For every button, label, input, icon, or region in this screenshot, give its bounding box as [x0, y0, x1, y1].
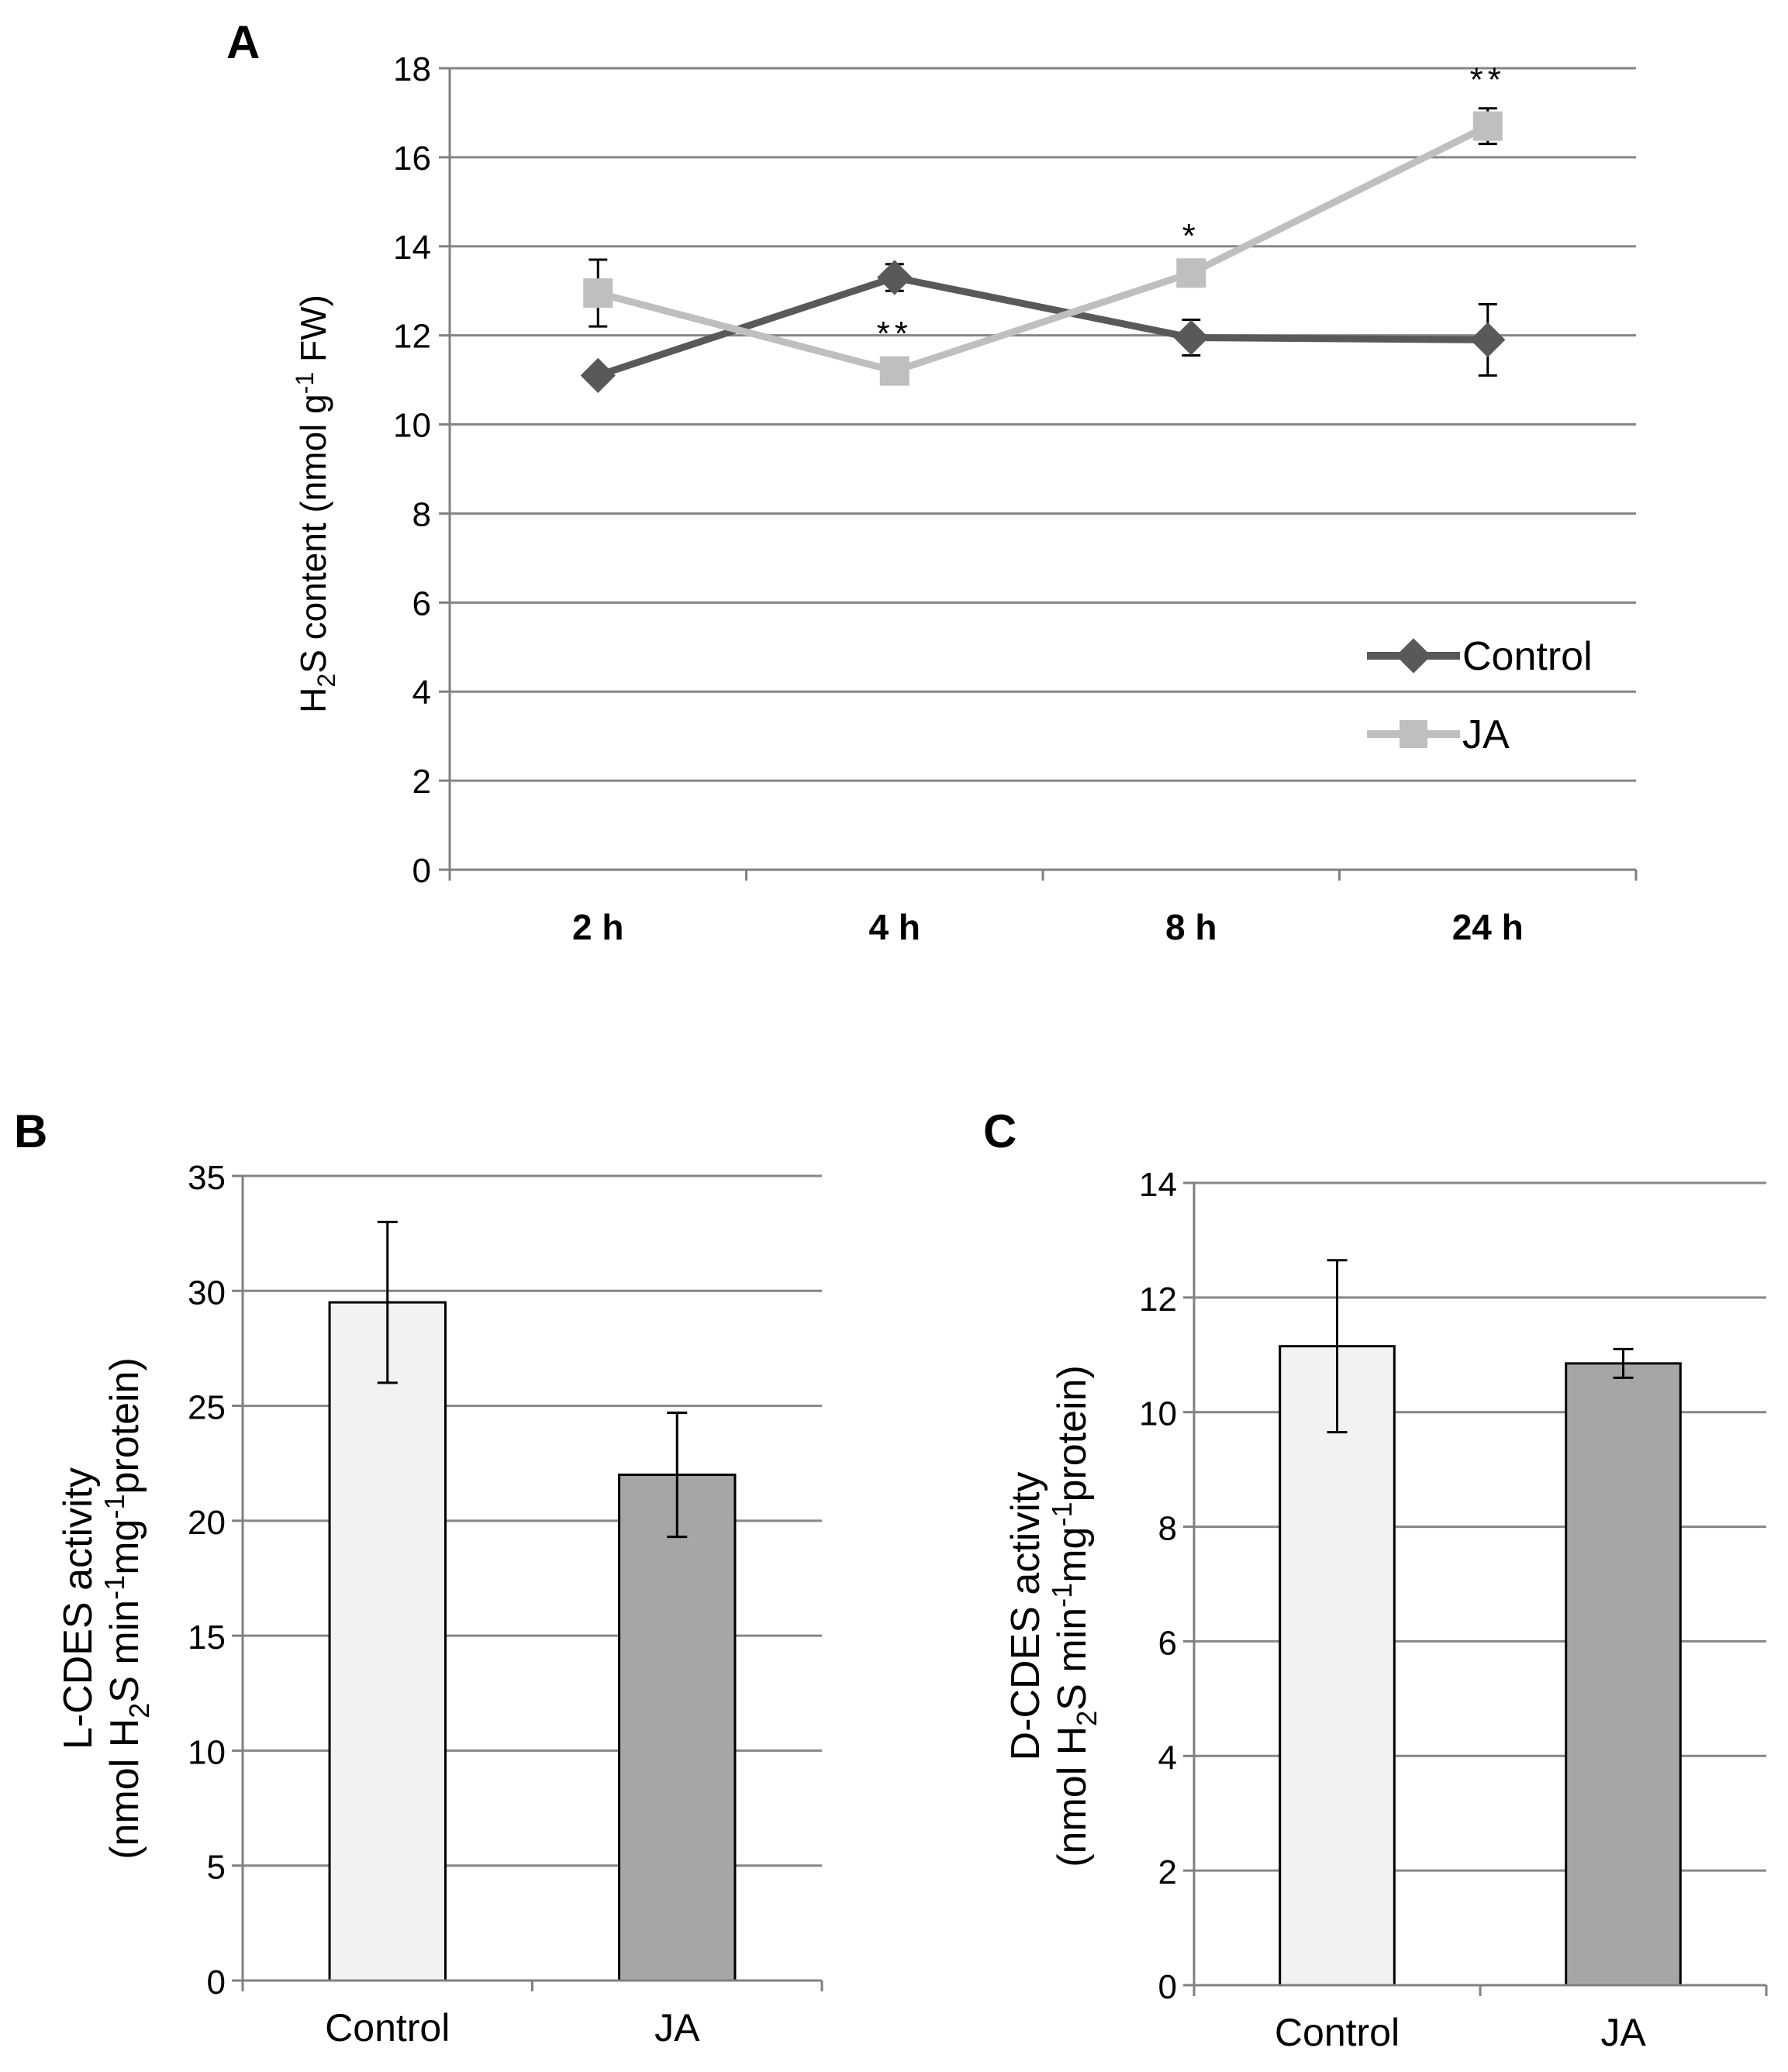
panel-a-series	[580, 107, 1506, 393]
panel-c-y-tick-label: 8	[1158, 1510, 1177, 1548]
significance-mark: **	[1470, 61, 1506, 99]
panel-a-y-tick-label: 4	[412, 674, 431, 712]
significance-mark: *	[1182, 217, 1200, 255]
panel-c-y-tick-label: 10	[1139, 1395, 1177, 1433]
panel-a-y-tick-label: 12	[393, 318, 431, 356]
panel-b-y-tick-label: 35	[188, 1159, 226, 1197]
panel-c-y-tick-label: 14	[1139, 1166, 1177, 1204]
panel-a-y-tick-label: 14	[393, 229, 431, 267]
panel-b-y-tick-label: 5	[207, 1849, 226, 1887]
legend-control-label: Control	[1462, 634, 1593, 679]
series-control-point	[877, 260, 913, 295]
panel-c-y-tick-labels: 0 2 4 6 8 10 12 14	[1139, 1166, 1177, 2006]
legend-ja-label: JA	[1462, 712, 1510, 757]
panel-a-significance-marks: *****	[877, 61, 1506, 353]
series-control-line	[596, 274, 1488, 379]
legend-control-diamond	[1396, 638, 1431, 674]
panel-c-y-tick-label: 2	[1158, 1853, 1177, 1891]
panel-b-y-tick-label: 0	[207, 1963, 226, 2001]
series-ja-point	[1472, 111, 1503, 141]
panel-a-x-tick-label: 4 h	[869, 907, 920, 947]
panel-b-y-axis-label-line2: (nmol H2S min-1mg-1protein)	[98, 1357, 155, 1860]
panel-b-bar-chart: B 0 5 10 15 20 25 30 35 Control JA L-CDES activi…	[14, 1105, 823, 2050]
series-ja-point	[1176, 258, 1206, 288]
panel-c-y-axis-label-line1: D-CDES activity	[1003, 1472, 1048, 1761]
panel-c-y-tick-label: 12	[1139, 1281, 1177, 1319]
panel-b-bars	[328, 1220, 737, 1982]
panel-c-x-tick-label: JA	[1600, 2011, 1646, 2054]
panel-c-x-axis: Control JA	[1193, 1183, 1768, 2054]
panel-b-y-tick-label: 25	[188, 1389, 226, 1427]
panel-c-error-bar-control	[1327, 1259, 1348, 1434]
panel-c-label: C	[983, 1105, 1017, 1157]
series-ja-point	[879, 356, 910, 386]
panel-b-label: B	[14, 1105, 47, 1157]
panel-b-y-tick-label: 10	[188, 1733, 226, 1771]
panel-a-x-tick-label: 8 h	[1165, 907, 1217, 947]
panel-c-y-axis-label-line2: (nmol H2S min-1mg-1protein)	[1046, 1365, 1103, 1867]
panel-c-y-tick-label: 0	[1158, 1968, 1177, 2006]
panel-a-y-tick-label: 18	[393, 50, 431, 88]
panel-b-x-axis: Control JA	[241, 1176, 823, 2050]
panel-b-y-tick-label: 20	[188, 1504, 226, 1542]
legend-ja-square	[1400, 720, 1427, 748]
panel-a-x-tick-label: 2 h	[572, 907, 623, 947]
panel-c-bar-ja	[1565, 1362, 1682, 1987]
panel-b-error-bar-control	[377, 1220, 398, 1384]
panel-a-y-tick-label: 6	[412, 584, 431, 622]
panel-c-bar-control	[1279, 1345, 1396, 1987]
panel-b-y-tick-labels: 0 5 10 15 20 25 30 35	[188, 1159, 226, 2001]
panel-b-y-axis-label-line1: L-CDES activity	[56, 1467, 101, 1750]
panel-b-x-tick-label: JA	[654, 2006, 700, 2050]
panel-c-error-bar-ja	[1613, 1347, 1634, 1379]
panel-c-bars	[1279, 1259, 1682, 1987]
panel-b-error-bar-ja	[667, 1411, 688, 1539]
series-ja-line	[597, 122, 1489, 375]
panel-c-y-tick-label: 4	[1158, 1739, 1177, 1777]
panel-a-gridlines	[439, 67, 1636, 871]
series-control-point	[580, 357, 616, 393]
panel-b-bar-ja	[618, 1474, 737, 1982]
series-control-point	[1470, 322, 1506, 358]
significance-mark: **	[877, 315, 913, 353]
panel-a-y-tick-label: 2	[412, 763, 431, 801]
panel-b-bar-control	[328, 1301, 447, 1982]
panel-a-legend: Control JA	[1367, 634, 1593, 757]
panel-a-line-chart: A 0 2 4 6 8 10 12 14 16 18 2 h 4 h 8 h 24 h H2S cont…	[226, 16, 1638, 947]
panel-c-y-tick-label: 6	[1158, 1624, 1177, 1662]
panel-a-y-tick-label: 16	[393, 140, 431, 178]
panel-a-x-tick-label: 24 h	[1452, 907, 1524, 947]
series-control-point	[1173, 319, 1209, 356]
panel-a-y-tick-label: 10	[393, 407, 431, 445]
panel-a-x-axis: 2 h 4 h 8 h 24 h	[448, 68, 1638, 947]
panel-b-y-tick-label: 30	[188, 1274, 226, 1312]
panel-a-y-axis-label: H2S content (nmol g-1 FW)	[291, 295, 340, 713]
panel-a-label: A	[226, 16, 260, 68]
panel-c-x-tick-label: Control	[1275, 2011, 1400, 2054]
panel-b-y-tick-label: 15	[188, 1619, 226, 1657]
panel-b-x-tick-label: Control	[325, 2006, 450, 2050]
series-ja-point	[583, 278, 613, 309]
panel-a-y-tick-label: 8	[412, 495, 431, 533]
panel-a-y-tick-labels: 0 2 4 6 8 10 12 14 16 18	[393, 50, 431, 890]
panel-a-y-tick-label: 0	[412, 852, 431, 890]
